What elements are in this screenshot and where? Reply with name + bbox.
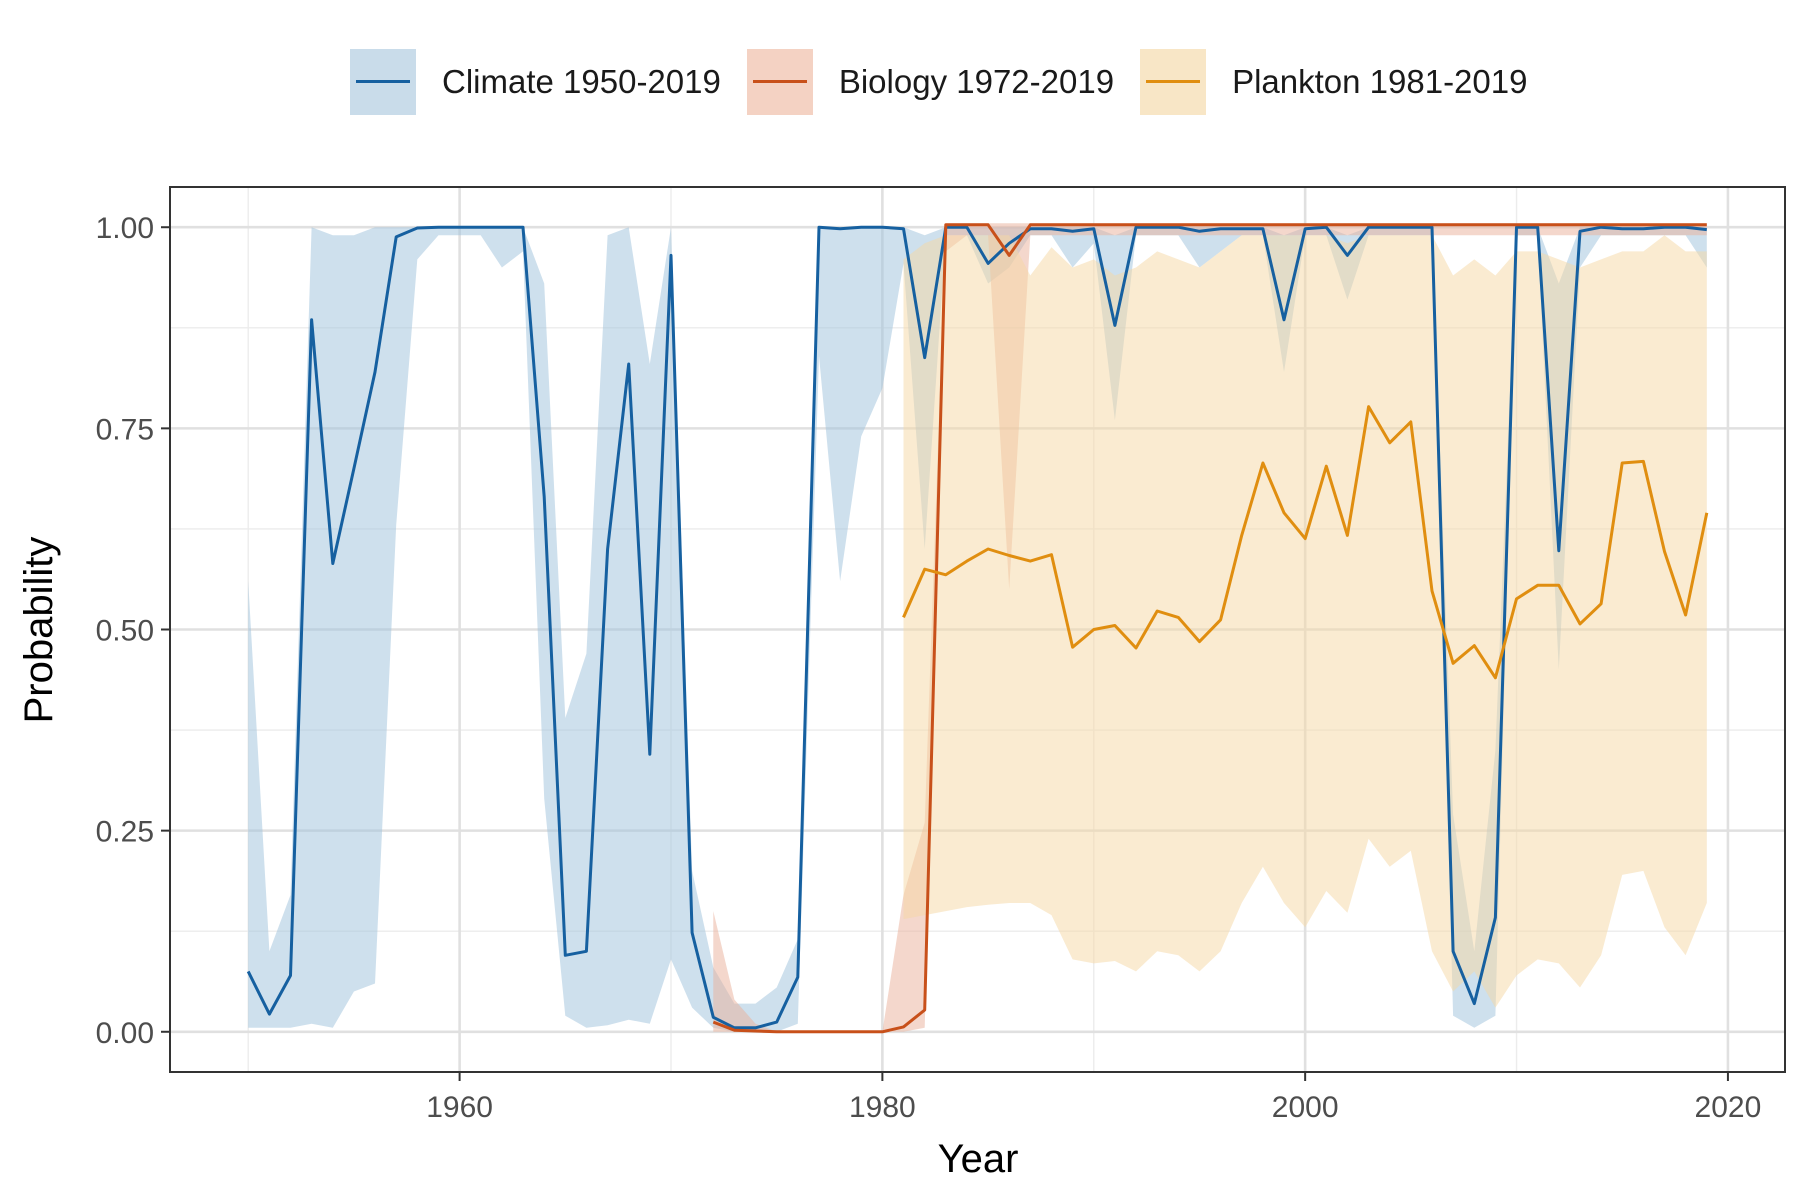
x-tick-label: 2000 [1272,1091,1339,1124]
legend-item-climate: Climate 1950-2019 [350,49,721,115]
legend-item-biology: Biology 1972-2019 [746,49,1115,115]
axes: 0.00 0.25 0.50 0.75 1.00 1960 1980 2000 2020 [96,186,1786,1124]
line-plankton [902,405,1709,680]
x-tick-label: 1980 [849,1091,916,1124]
y-tick-label: 0.75 [96,413,154,446]
legend-label-climate: Climate 1950-2019 [442,63,721,100]
legend-key-plankton [1140,49,1207,115]
y-tick-label: 0.25 [96,816,154,849]
x-tick-label: 1960 [426,1091,493,1124]
y-tick-label: 1.00 [96,212,154,245]
legend-item-plankton: Plankton 1981-2019 [1140,49,1527,115]
legend-label-plankton: Plankton 1981-2019 [1232,63,1528,100]
legend-key-climate [350,49,416,115]
y-tick-label: 0.00 [96,1017,154,1050]
y-tick-label: 0.50 [96,615,154,648]
x-axis-title: Year [938,1137,1019,1181]
ribbon-climate [248,227,1707,1032]
legend: Climate 1950-2019 Biology 1972-2019 Plan… [350,48,1553,116]
line-climate [246,225,1707,1030]
x-tick-label: 2020 [1695,1091,1762,1124]
line-biology [712,223,1707,1034]
ribbon-plankton [903,235,1707,1008]
plot-area [170,187,1785,1072]
y-axis-title: Probability [17,537,61,724]
legend-key-biology [746,49,813,115]
legend-label-biology: Biology 1972-2019 [838,63,1115,100]
